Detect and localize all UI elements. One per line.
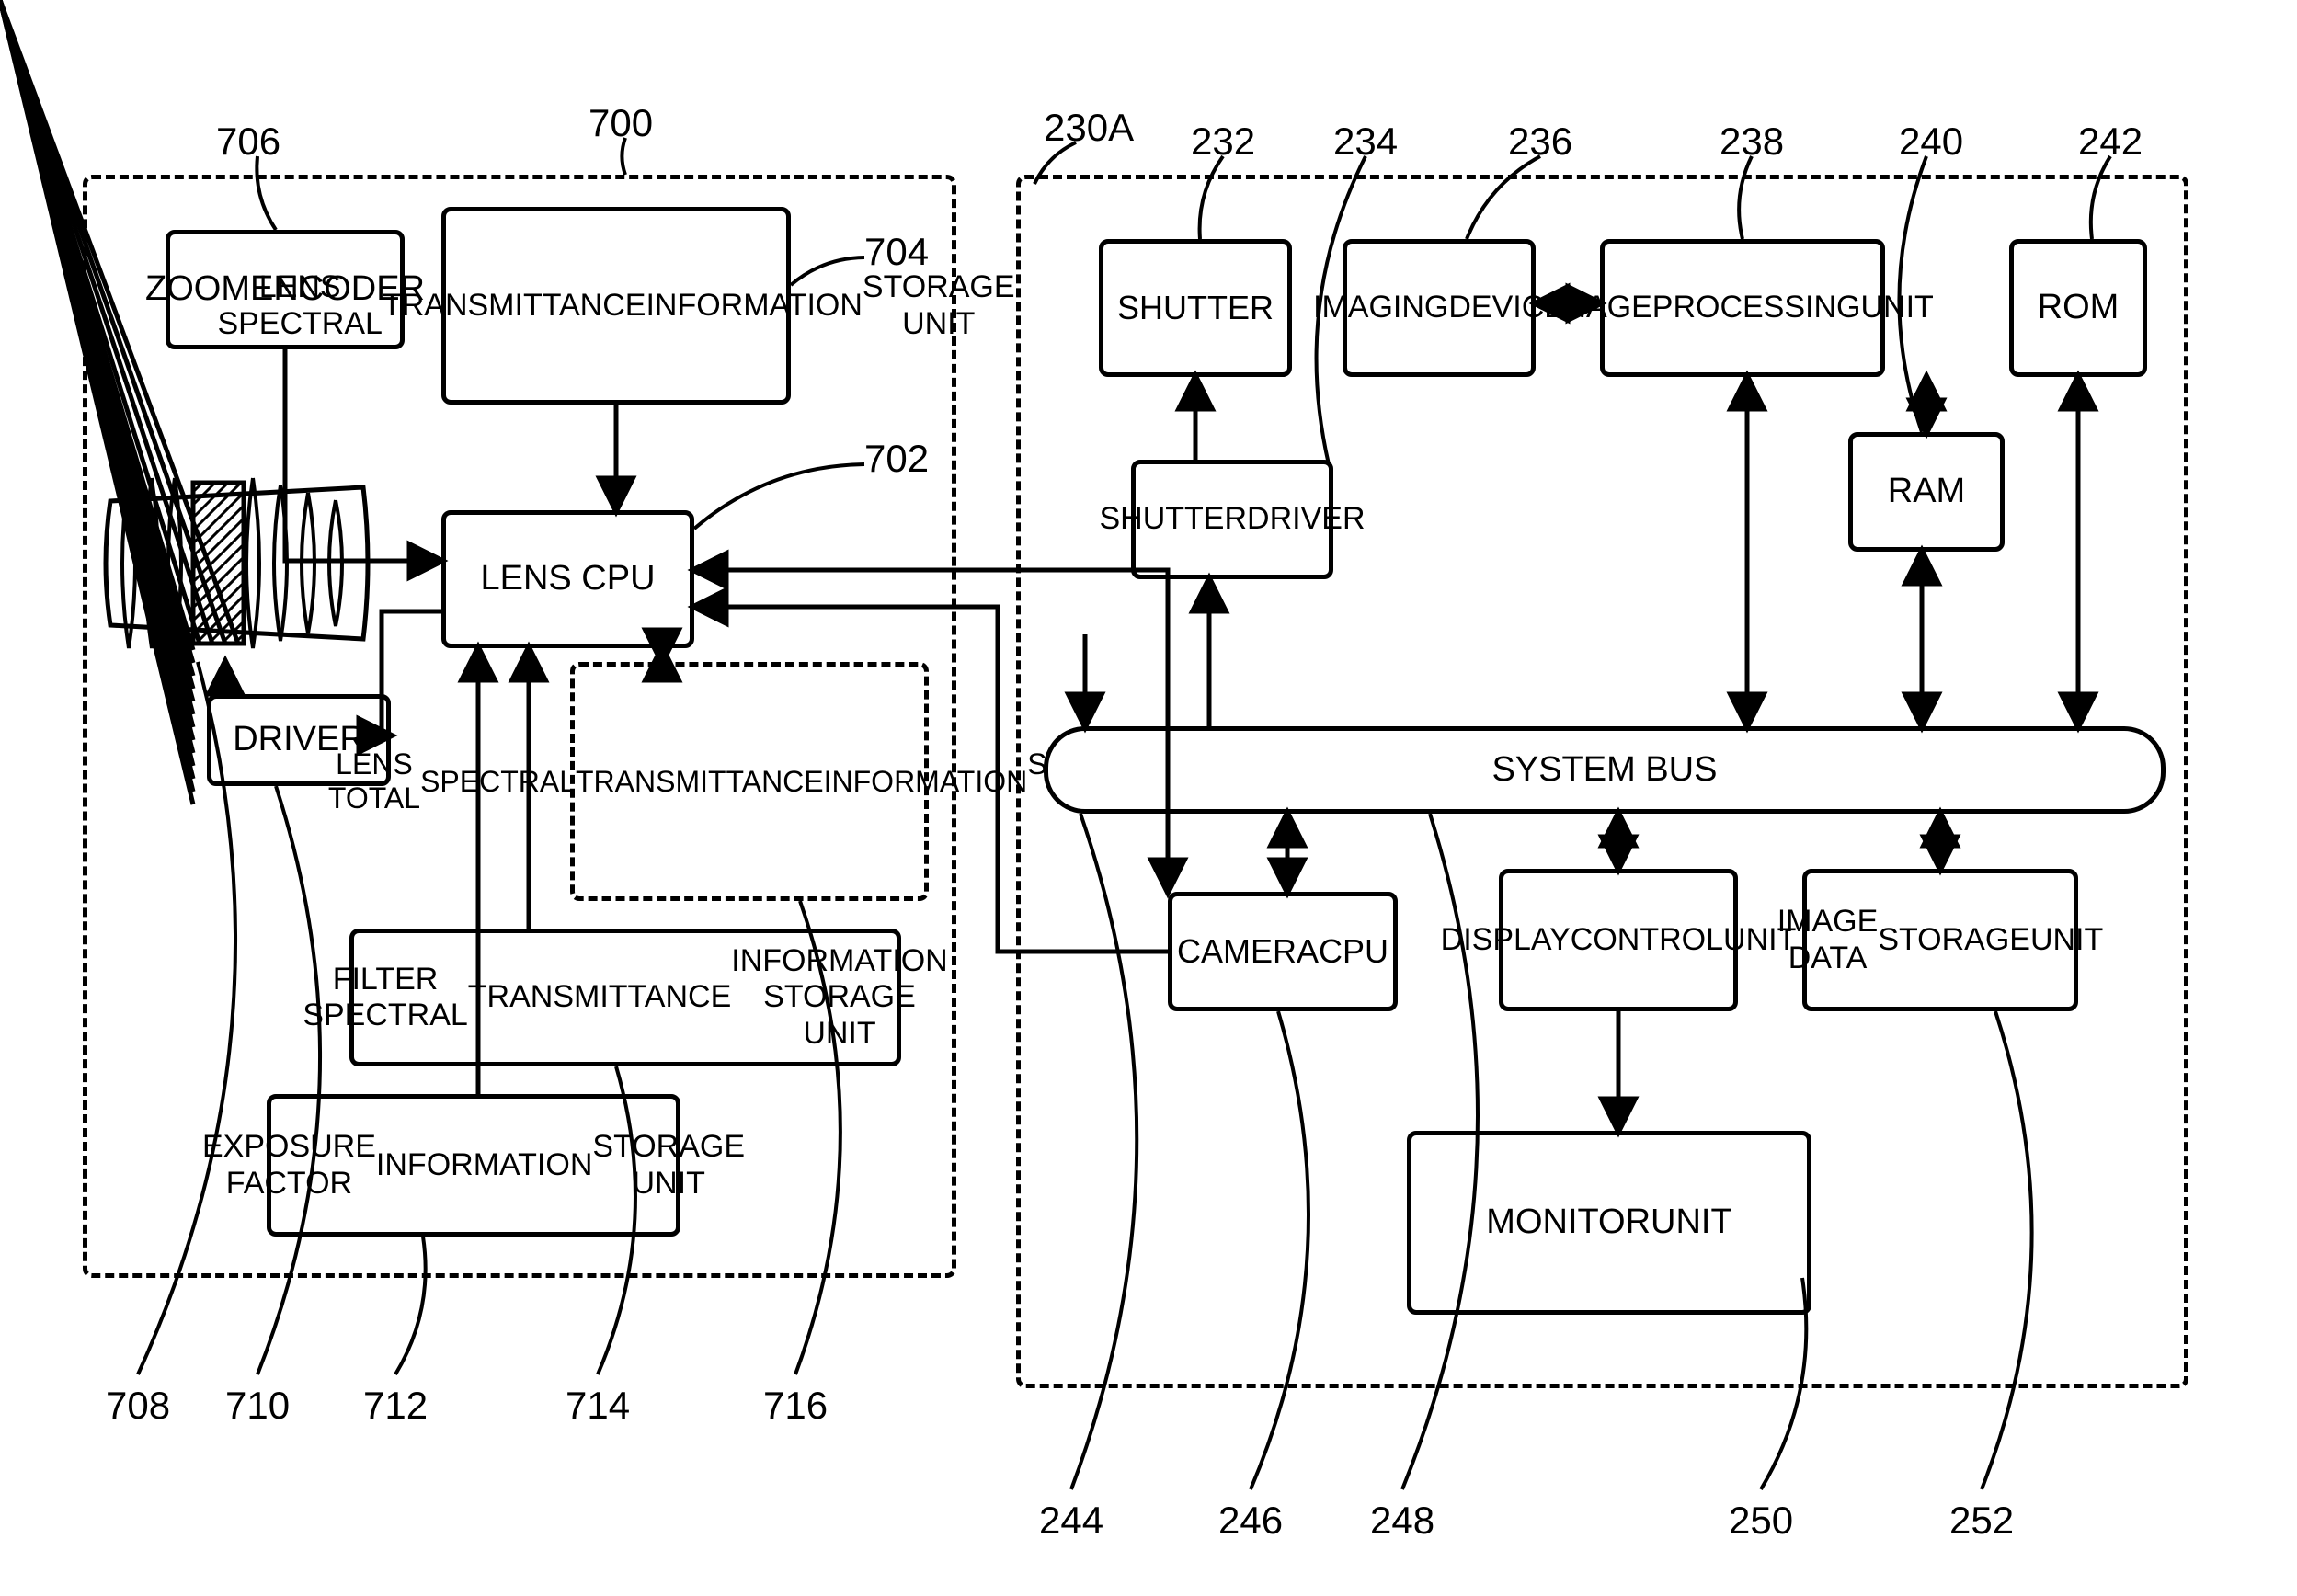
rom-block: ROM [2009, 239, 2147, 377]
ref-label: 230A [1044, 106, 1134, 150]
block-text-line: STORAGE UNIT [863, 269, 1015, 341]
block-text-line: MONITOR [1486, 1203, 1651, 1243]
ref-label: 700 [589, 101, 653, 145]
block-text-line: SHUTTER [1117, 289, 1274, 326]
filter-spectral-block: FILTER SPECTRALTRANSMITTANCEINFORMATION … [349, 929, 901, 1066]
monitor-block: MONITORUNIT [1407, 1131, 1811, 1315]
block-text-line: INFORMATION [646, 288, 862, 324]
block-text-line: DEVICE [1448, 290, 1565, 325]
block-text-line: INFORMATION [824, 765, 1028, 799]
block-text-line: CAMERA [1177, 932, 1319, 970]
block-text-line: RAM [1888, 472, 1965, 512]
block-text-line: LENS TOTAL [328, 747, 420, 815]
block-text-line: STORAGE [1878, 922, 2030, 958]
ref-label: 704 [864, 230, 929, 274]
display-control-block: DISPLAYCONTROLUNIT [1499, 869, 1738, 1011]
ref-label: 234 [1333, 120, 1398, 164]
block-text-line: DISPLAY [1441, 922, 1571, 958]
image-processing-block: IMAGEPROCESSINGUNIT [1600, 239, 1885, 377]
block-text-line: SPECTRAL [420, 765, 576, 799]
block-text-line: DRIVER [1247, 501, 1365, 537]
shutter-block: SHUTTER [1099, 239, 1292, 377]
exposure-block: EXPOSURE FACTORINFORMATIONSTORAGE UNIT [267, 1094, 680, 1237]
lens-cpu-block: LENS CPU [441, 510, 694, 648]
block-text-line: ROM [2038, 288, 2120, 328]
ref-label: 710 [225, 1384, 290, 1428]
ref-label: 240 [1899, 120, 1963, 164]
ref-label: 250 [1729, 1499, 1793, 1543]
block-text-line: UNIT [2030, 922, 2103, 958]
ref-label: 246 [1218, 1499, 1283, 1543]
ram-block: RAM [1848, 432, 2005, 552]
camera-cpu-block: CAMERACPU [1168, 892, 1398, 1011]
lens-total-spectral-block: LENS TOTALSPECTRALTRANSMITTANCEINFORMATI… [570, 662, 929, 901]
lens-spectral-block: LENS SPECTRALTRANSMITTANCEINFORMATIONSTO… [441, 207, 791, 405]
imaging-device-block: IMAGINGDEVICE [1343, 239, 1536, 377]
block-text-line: IMAGE DATA [1777, 904, 1879, 975]
ref-label: 714 [566, 1384, 630, 1428]
ref-label: 242 [2078, 120, 2143, 164]
block-text-line: TRANSMITTANCE [383, 288, 646, 324]
block-text-line: TRANSMITTANCE [468, 979, 731, 1015]
block-text-line: FILTER SPECTRAL [303, 962, 468, 1033]
ref-label: 708 [106, 1384, 170, 1428]
block-text-line: CONTROL [1571, 922, 1723, 958]
ref-label: 232 [1191, 120, 1255, 164]
block-text-line: STORAGE UNIT [592, 1129, 745, 1201]
ref-label: 236 [1508, 120, 1572, 164]
block-text-line: LENS CPU [480, 559, 655, 599]
block-text-line: INFORMATION STORAGE UNIT [731, 943, 947, 1051]
block-text-line: TRANSMITTANCE [576, 765, 824, 799]
block-text-line: EXPOSURE FACTOR [202, 1129, 376, 1201]
block-text-line: UNIT [1651, 1203, 1732, 1243]
block-text-line: CPU [1319, 932, 1388, 970]
block-text-line: IMAGE [1551, 290, 1652, 325]
system-bus: SYSTEM BUS [1044, 726, 2166, 814]
ref-label: 706 [216, 120, 280, 164]
image-data-storage-block: IMAGE DATASTORAGEUNIT [1802, 869, 2078, 1011]
ref-label: 702 [864, 437, 929, 481]
block-text-line: INFORMATION [376, 1147, 592, 1183]
ref-label: 248 [1370, 1499, 1434, 1543]
ref-label: 712 [363, 1384, 428, 1428]
block-text-line: PROCESSING [1652, 290, 1861, 325]
ref-label: 244 [1039, 1499, 1103, 1543]
ref-label: 252 [1949, 1499, 2014, 1543]
block-text-line: SHUTTER [1099, 501, 1247, 537]
block-text-line: UNIT [1860, 290, 1933, 325]
shutter-driver-block: SHUTTERDRIVER [1131, 460, 1333, 579]
block-text-line: LENS SPECTRAL [217, 269, 383, 341]
block-text-line: IMAGING [1313, 290, 1448, 325]
ref-label: 716 [763, 1384, 828, 1428]
ref-label: 238 [1720, 120, 1784, 164]
